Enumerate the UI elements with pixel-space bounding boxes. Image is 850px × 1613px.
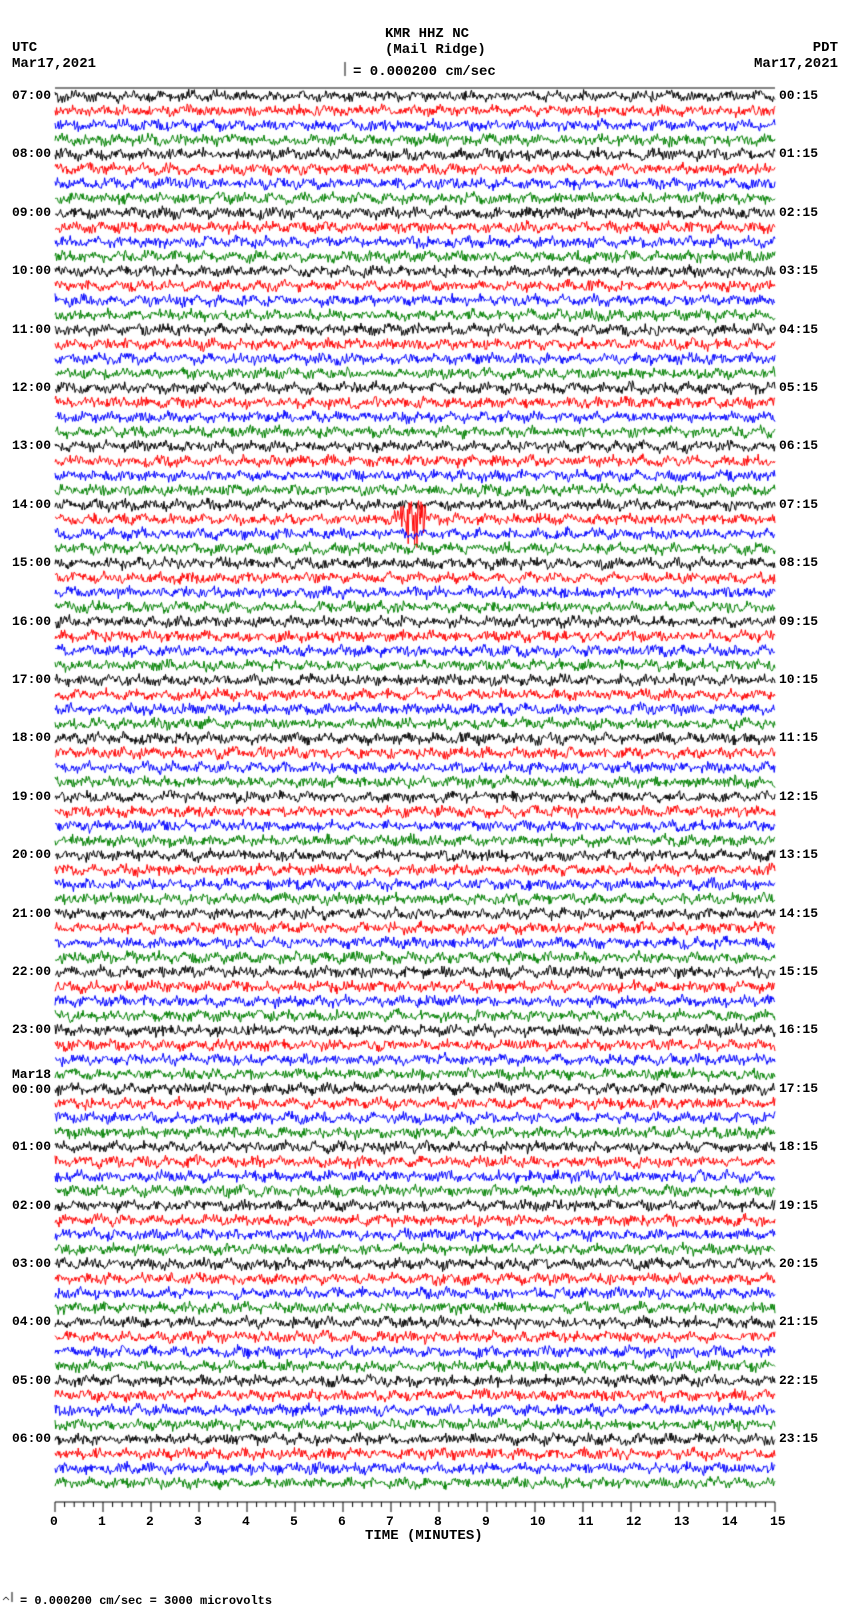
x-tick-label: 5 (290, 1514, 298, 1529)
utc-hour-label: 02:00 (12, 1198, 51, 1213)
utc-hour-label: 11:00 (12, 322, 51, 337)
utc-hour-label: 13:00 (12, 438, 51, 453)
utc-hour-label: 03:00 (12, 1256, 51, 1271)
pdt-hour-label: 13:15 (779, 847, 818, 862)
pdt-hour-label: 02:15 (779, 205, 818, 220)
x-tick-label: 14 (722, 1514, 738, 1529)
pdt-hour-label: 20:15 (779, 1256, 818, 1271)
pdt-hour-label: 04:15 (779, 322, 818, 337)
utc-hour-label: 15:00 (12, 555, 51, 570)
x-tick-label: 6 (338, 1514, 346, 1529)
pdt-hour-label: 18:15 (779, 1139, 818, 1154)
utc-hour-label: 04:00 (12, 1314, 51, 1329)
x-tick-label: 10 (530, 1514, 546, 1529)
pdt-hour-label: 17:15 (779, 1081, 818, 1096)
utc-hour-label: 17:00 (12, 672, 51, 687)
utc-hour-label: 12:00 (12, 380, 51, 395)
utc-hour-label: 14:00 (12, 497, 51, 512)
pdt-hour-label: 16:15 (779, 1022, 818, 1037)
pdt-hour-label: 01:15 (779, 146, 818, 161)
pdt-hour-label: 03:15 (779, 263, 818, 278)
utc-hour-label: 10:00 (12, 263, 51, 278)
x-tick-label: 15 (770, 1514, 786, 1529)
x-tick-label: 7 (386, 1514, 394, 1529)
pdt-hour-label: 09:15 (779, 614, 818, 629)
pdt-hour-label: 08:15 (779, 555, 818, 570)
pdt-hour-label: 14:15 (779, 906, 818, 921)
pdt-hour-label: 12:15 (779, 789, 818, 804)
x-tick-label: 2 (146, 1514, 154, 1529)
x-tick-label: 0 (50, 1514, 58, 1529)
utc-hour-label: 18:00 (12, 730, 51, 745)
x-tick-label: 11 (578, 1514, 594, 1529)
utc-hour-label: 21:00 (12, 906, 51, 921)
x-tick-label: 13 (674, 1514, 690, 1529)
x-tick-label: 1 (98, 1514, 106, 1529)
utc-hour-label: 23:00 (12, 1022, 51, 1037)
pdt-hour-label: 19:15 (779, 1198, 818, 1213)
pdt-hour-label: 00:15 (779, 88, 818, 103)
pdt-hour-label: 23:15 (779, 1431, 818, 1446)
pdt-hour-label: 07:15 (779, 497, 818, 512)
utc-hour-label: 19:00 (12, 789, 51, 804)
seismogram-plot (0, 0, 850, 1613)
utc-hour-label: 09:00 (12, 205, 51, 220)
x-tick-label: 12 (626, 1514, 642, 1529)
pdt-hour-label: 05:15 (779, 380, 818, 395)
footer-scale: = 0.000200 cm/sec = 3000 microvolts (20, 1594, 272, 1608)
pdt-hour-label: 21:15 (779, 1314, 818, 1329)
pdt-hour-label: 10:15 (779, 672, 818, 687)
utc-hour-label: 07:00 (12, 88, 51, 103)
x-tick-label: 8 (434, 1514, 442, 1529)
utc-hour-label: 20:00 (12, 847, 51, 862)
utc-hour-label: 08:00 (12, 146, 51, 161)
utc-hour-label: 06:00 (12, 1431, 51, 1446)
utc-hour-label: 16:00 (12, 614, 51, 629)
pdt-hour-label: 06:15 (779, 438, 818, 453)
utc-hour-label: 05:00 (12, 1373, 51, 1388)
x-axis-label: TIME (MINUTES) (365, 1528, 483, 1544)
utc-hour-label: 22:00 (12, 964, 51, 979)
utc-hour-label: 01:00 (12, 1139, 51, 1154)
pdt-hour-label: 11:15 (779, 730, 818, 745)
utc-hour-label: Mar18 00:00 (12, 1067, 51, 1097)
pdt-hour-label: 22:15 (779, 1373, 818, 1388)
pdt-hour-label: 15:15 (779, 964, 818, 979)
x-tick-label: 9 (482, 1514, 490, 1529)
x-tick-label: 3 (194, 1514, 202, 1529)
x-tick-label: 4 (242, 1514, 250, 1529)
